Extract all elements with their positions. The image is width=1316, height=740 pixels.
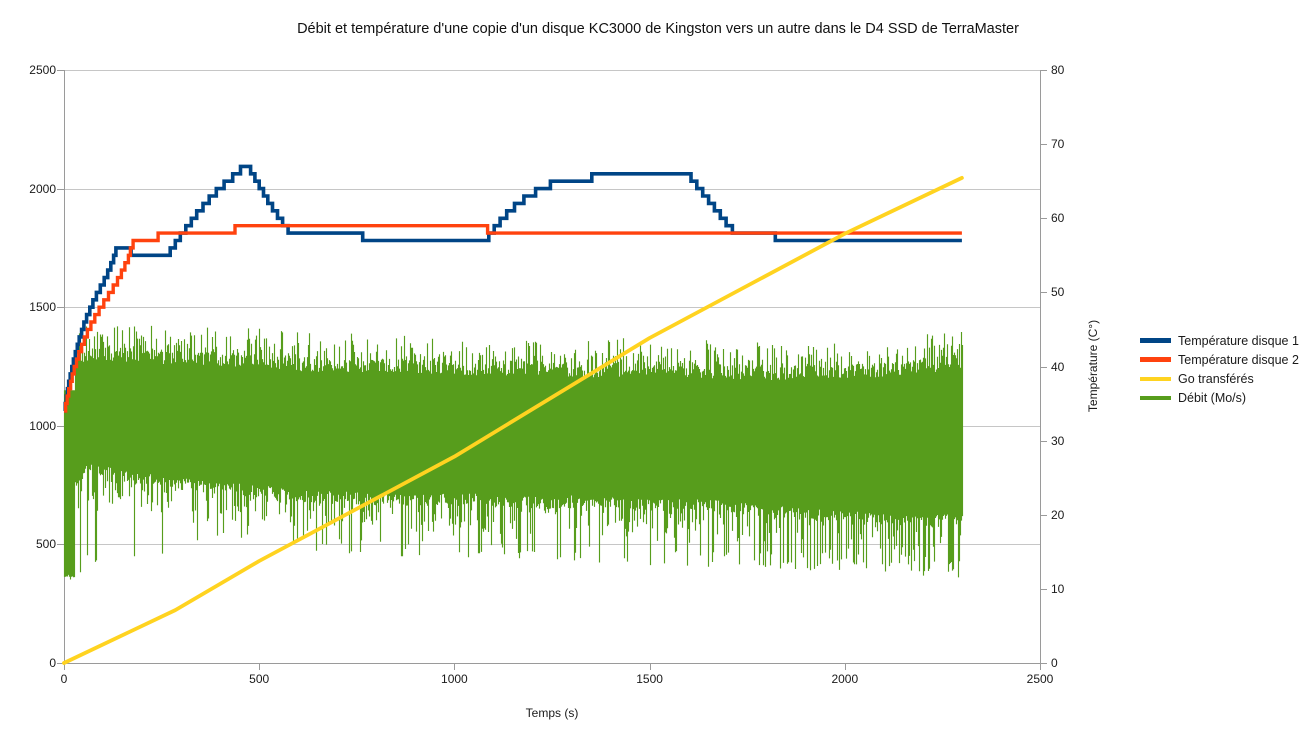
y-right-tick-label: 70 xyxy=(1051,137,1065,152)
x-axis-title: Temps (s) xyxy=(525,706,579,720)
series-debit xyxy=(63,325,964,580)
y-right-tick-label: 50 xyxy=(1051,285,1065,300)
y-right-tick-label: 40 xyxy=(1051,359,1065,374)
x-tick-label: 0 xyxy=(60,672,68,686)
y-left-tick-label: 2500 xyxy=(29,63,56,77)
y-right-tick-label: 20 xyxy=(1051,507,1065,522)
y-right-axis-title: Température (C°) xyxy=(1086,319,1100,413)
legend-line-swatch xyxy=(1140,357,1171,362)
chart-title: Débit et température d'une copie d'un di… xyxy=(297,21,1019,37)
y-left-tick-label: 500 xyxy=(35,537,56,552)
y-left-tick-label: 1000 xyxy=(29,418,56,433)
x-tick-label: 2000 xyxy=(831,672,859,686)
legend-label: Température disque 2 xyxy=(1178,352,1299,367)
legend-label: Go transférés xyxy=(1178,371,1254,386)
x-tick-label: 1500 xyxy=(636,672,663,686)
legend-label: Température disque 1 xyxy=(1178,333,1299,348)
legend-line-swatch xyxy=(1140,376,1171,381)
legend-item-3: Go transférés xyxy=(1140,369,1299,388)
y-left-tick-label: 0 xyxy=(49,656,56,670)
y-right-tick-label: 80 xyxy=(1051,63,1065,77)
y-right-tick-label: 60 xyxy=(1051,211,1065,226)
legend-item-1: Température disque 1 xyxy=(1140,331,1299,350)
series-go-transferes xyxy=(62,176,964,665)
legend-line-swatch xyxy=(1140,395,1171,400)
x-tick-label: 2500 xyxy=(1026,672,1054,686)
x-tick-label: 1000 xyxy=(441,672,468,686)
y-left-tick-label: 2000 xyxy=(29,181,56,196)
legend-item-2: Température disque 2 xyxy=(1140,350,1299,369)
legend-item-4: Débit (Mo/s) xyxy=(1140,388,1299,407)
series-temperature-disque-1 xyxy=(63,164,962,413)
y-right-tick-label: 30 xyxy=(1051,433,1065,448)
series-temperature-disque-2 xyxy=(63,224,962,413)
y-left-tick-label: 1500 xyxy=(29,300,56,315)
y-right-tick-label: 0 xyxy=(1051,656,1058,670)
legend-label: Débit (Mo/s) xyxy=(1178,390,1247,405)
x-tick-label: 500 xyxy=(249,672,270,686)
y-right-tick-label: 10 xyxy=(1051,581,1065,596)
legend: Température disque 1 Température disque 2… xyxy=(1140,331,1299,407)
legend-line-swatch xyxy=(1140,338,1171,343)
